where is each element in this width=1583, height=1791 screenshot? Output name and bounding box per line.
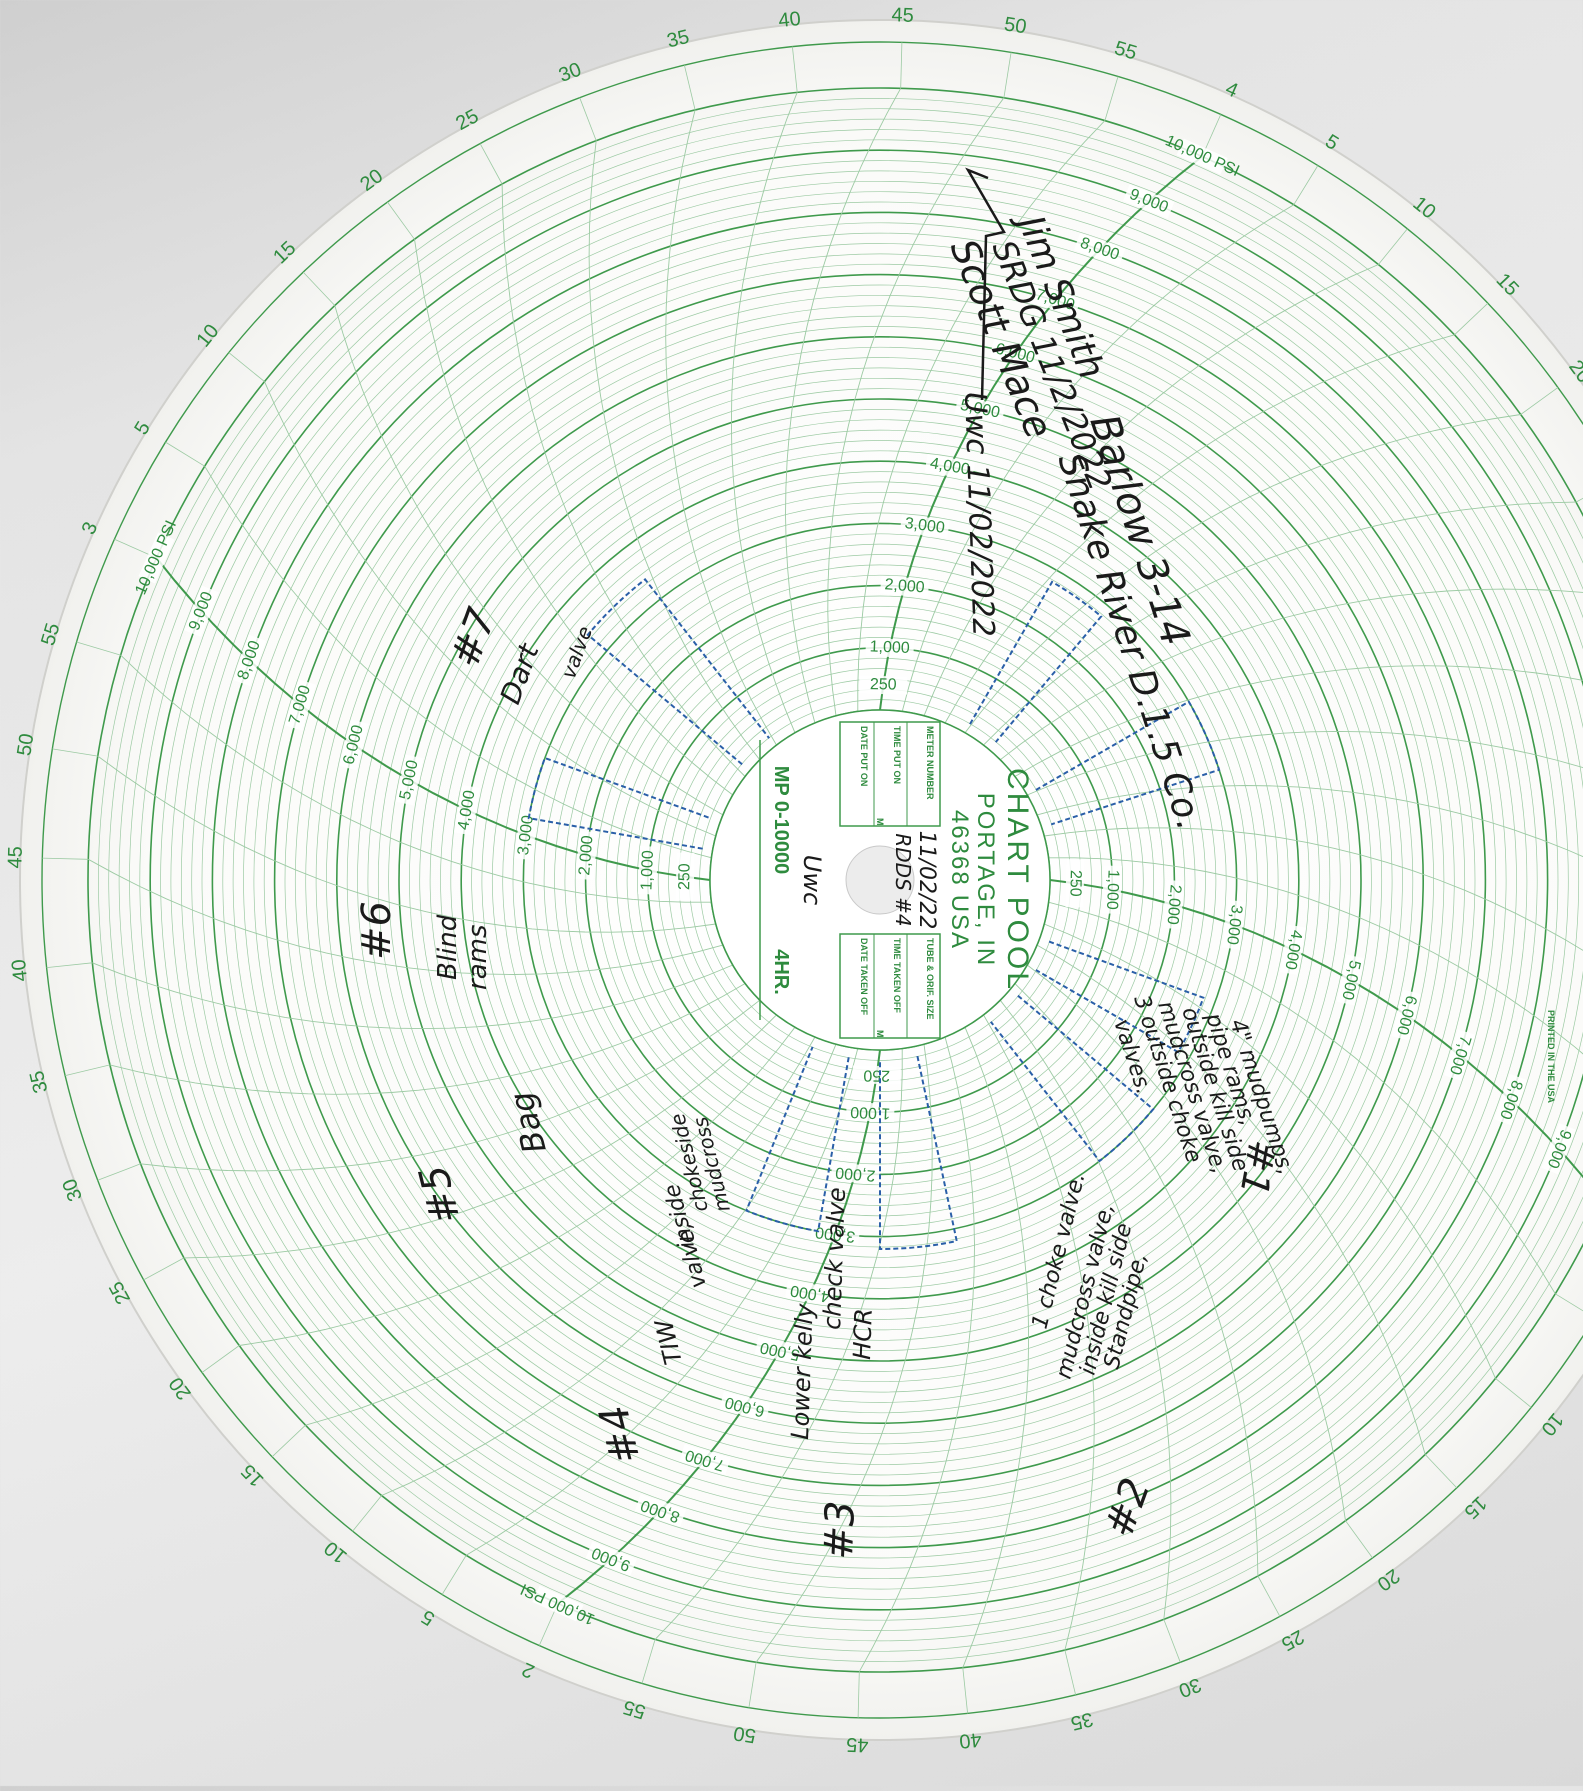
brand-city: PORTAGE, IN [972,793,999,967]
minute-label: 40 [8,958,32,982]
test-6-line-2: rams [463,925,493,991]
pressure-scale-label: 1,000 [1103,869,1122,910]
field-time-put-on: TIME PUT ON [892,726,902,784]
pressure-scale-label: 2,000 [1164,884,1184,925]
pressure-scale-label: 2,000 [884,576,925,596]
minute-label: 40 [958,1728,982,1752]
pressure-scale-label: 250 [863,1066,890,1083]
minute-label: 50 [732,1722,757,1747]
test-3-line-1: Lower kelly [786,1302,819,1440]
brand-country: USA [946,895,973,950]
brand-model: MP 0-10000 [770,766,792,875]
brand-zip: 46368 [946,810,973,887]
center-info-block: CHART POOL PORTAGE, IN 46368 USA METER NU… [710,710,1050,1050]
minute-label: 45 [4,846,27,869]
field-meter-number: METER NUMBER [925,726,935,800]
pressure-scale-label: 2,000 [835,1164,876,1184]
center-initials-handwritten: Uwc [798,855,826,905]
field-tube-orif-size: TUBE & ORIF. SIZE [925,938,935,1020]
minute-label: 45 [891,4,914,27]
test-6-line-1: Blind [433,914,463,980]
field-left-suffix: M [875,818,885,826]
pressure-scale-label: 250 [870,676,897,693]
center-date-handwritten: 11/02/22 [914,831,939,930]
pressure-scale-label: 1,000 [638,850,657,891]
brand-duration: 4HR. [770,949,792,995]
field-date-taken-off: DATE TAKEN OFF [859,938,869,1016]
field-date-put-on: DATE PUT ON [859,726,869,786]
test-3-number: #3 [816,1500,864,1561]
test-6-number: #6 [354,901,400,960]
pressure-scale-label: 250 [676,863,693,890]
pressure-scale-label: 2,000 [576,835,596,876]
pressure-scale-label: 250 [1066,870,1083,897]
center-tag-handwritten: RDDS #4 [891,833,915,926]
pressure-scale-label: 1,000 [850,1103,891,1122]
minute-label: 45 [846,1733,869,1756]
minute-label: 40 [777,8,801,32]
minute-label: 50 [1003,13,1028,38]
test-3-line-3: check valve [818,1187,851,1330]
field-right-suffix: M [875,1030,885,1038]
test-3-line-2: HCR [848,1308,878,1360]
brand-company: CHART POOL [1001,768,1034,992]
field-time-taken-off: TIME TAKEN OFF [892,938,902,1013]
printed-in-usa: PRINTED IN THE USA [1546,1010,1556,1104]
brand-country-zip: 46368 USA [946,810,973,950]
pressure-scale-label: 1,000 [869,638,910,657]
minute-label: 50 [13,732,38,757]
